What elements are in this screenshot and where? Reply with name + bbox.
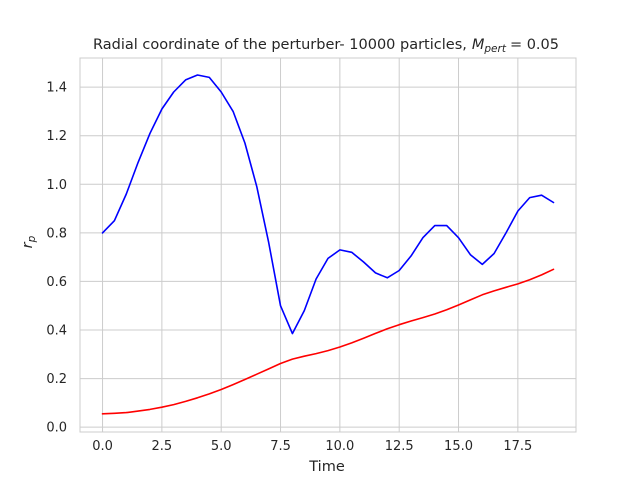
- grid-lines: [80, 58, 576, 432]
- y-tick-label: 0.4: [46, 324, 67, 339]
- y-tick-label: 1.0: [46, 178, 67, 193]
- x-tick-label: 17.5: [503, 439, 532, 454]
- x-tick-label: 12.5: [385, 439, 414, 454]
- series-line-1: [101, 74, 555, 335]
- y-tick-label: 0.8: [46, 226, 67, 241]
- plot-area-frame: [79, 57, 577, 433]
- x-tick-labels: 0.0 2.5 5.0 7.5 10.0 12.5 15.0 17.5: [92, 439, 532, 454]
- x-tick-label: 0.0: [92, 439, 113, 454]
- chart-title-subscript: pert: [483, 43, 506, 55]
- series-lines: [101, 74, 555, 415]
- series-line-2: [101, 268, 555, 415]
- y-tick-label: 0.6: [46, 275, 67, 290]
- y-axis-label: rp: [20, 235, 38, 248]
- x-axis-label: Time: [308, 459, 345, 475]
- x-tick-label: 2.5: [152, 439, 173, 454]
- x-tick-label: 15.0: [444, 439, 473, 454]
- y-tick-label: 1.2: [46, 129, 67, 144]
- chart-title: Radial coordinate of the perturber- 1000…: [93, 37, 559, 55]
- chart-title-symbol: M: [472, 37, 485, 53]
- y-tick-label: 0.0: [46, 421, 67, 436]
- y-tick-label: 0.2: [46, 372, 67, 387]
- x-tick-label: 10.0: [325, 439, 354, 454]
- x-tick-label: 7.5: [270, 439, 291, 454]
- y-tick-labels: 0.0 0.2 0.4 0.6 0.8 1.0 1.2 1.4: [46, 81, 67, 436]
- chart-title-suffix: = 0.05: [510, 37, 559, 53]
- y-axis-label-symbol: r: [20, 241, 36, 248]
- y-tick-label: 1.4: [46, 81, 67, 96]
- chart-title-prefix: Radial coordinate of the perturber- 1000…: [93, 37, 467, 53]
- x-tick-label: 5.0: [211, 439, 232, 454]
- y-axis-label-subscript: p: [26, 235, 38, 243]
